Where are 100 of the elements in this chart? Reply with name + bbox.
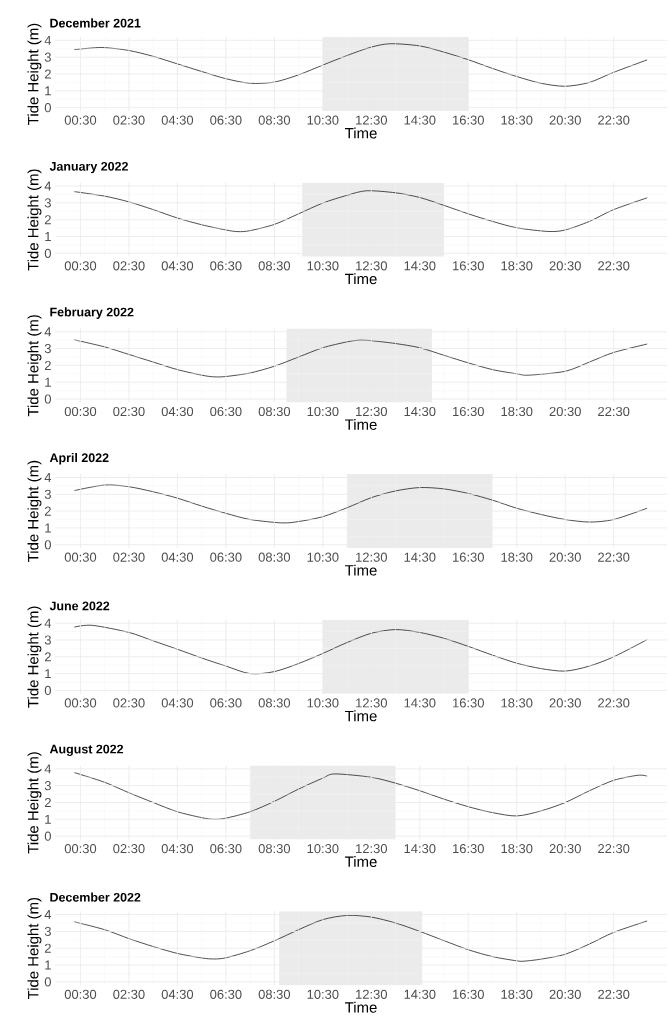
y-tick-label: 0 (44, 103, 51, 113)
x-tick-label: 14:30 (404, 844, 436, 854)
x-tick-label: 10:30 (307, 552, 339, 562)
y-tick-label: 4 (44, 910, 52, 920)
x-tick-label: 14:30 (404, 261, 436, 271)
y-tick-label: 4 (44, 327, 52, 337)
y-tick-label: 2 (44, 652, 51, 662)
x-tick-label: 06:30 (210, 989, 242, 999)
y-tick-label: 1 (45, 232, 51, 241)
x-tick-label: 22:30 (598, 261, 630, 271)
x-tick-label: 12:30 (356, 261, 388, 271)
chart-title: April 2022 (49, 452, 109, 465)
x-tick-label: 12:30 (356, 115, 388, 125)
x-tick-label: 20:30 (549, 698, 581, 708)
y-tick-label: 3 (44, 489, 51, 499)
x-tick-label: 00:30 (64, 552, 97, 562)
x-tick-label: 16:30 (453, 844, 484, 854)
y-tick-label: 1 (45, 814, 51, 824)
x-tick-label: 18:30 (501, 844, 533, 854)
x-axis-title: Time (345, 856, 377, 868)
x-tick-label: 16:30 (453, 115, 484, 125)
x-tick-label: 22:30 (598, 115, 630, 125)
y-tick-label: 1 (45, 960, 51, 970)
x-tick-label: 10:30 (307, 406, 339, 417)
x-tick-label: 20:30 (549, 115, 581, 125)
x-tick-label: 12:30 (356, 552, 388, 562)
line-series (73, 339, 648, 378)
y-tick-label: 2 (44, 943, 51, 953)
y-tick-label: 2 (44, 797, 51, 808)
x-tick-label: 02:30 (113, 406, 145, 417)
y-tick-label: 1 (45, 86, 51, 96)
x-tick-label: 08:30 (258, 115, 291, 125)
y-tick-label: 2 (44, 506, 51, 516)
x-tick-label: 02:30 (113, 261, 145, 271)
x-tick-label: 08:30 (258, 552, 291, 562)
x-tick-label: 12:30 (356, 844, 388, 854)
y-axis-title: Tide Height (m) (27, 460, 42, 562)
x-axis-title: Time (345, 564, 377, 576)
y-tick-label: 4 (44, 181, 52, 191)
x-tick-label: 14:30 (404, 989, 436, 999)
line-series (73, 624, 648, 675)
x-tick-label: 16:30 (453, 698, 484, 708)
x-tick-label: 22:30 (598, 698, 630, 708)
x-tick-label: 22:30 (598, 989, 630, 999)
chart-title: December 2021 (50, 18, 141, 28)
x-tick-label: 14:30 (404, 406, 436, 417)
x-tick-label: 18:30 (501, 698, 533, 708)
x-axis-title: Time (345, 127, 377, 139)
x-tick-label: 18:30 (501, 261, 533, 271)
chart-title: June 2022 (49, 601, 110, 611)
y-tick-label: 3 (44, 635, 51, 645)
x-tick-label: 22:30 (598, 552, 630, 562)
x-tick-label: 04:30 (161, 989, 194, 999)
x-tick-label: 04:30 (161, 261, 194, 271)
x-tick-label: 08:30 (258, 844, 291, 854)
x-tick-label: 16:30 (453, 261, 484, 271)
x-tick-label: 06:30 (210, 406, 242, 417)
x-tick-label: 04:30 (161, 406, 194, 417)
x-tick-label: 14:30 (404, 115, 436, 125)
x-tick-label: 06:30 (210, 552, 242, 562)
y-tick-label: 2 (44, 215, 51, 225)
x-tick-label: 04:30 (161, 844, 194, 854)
y-tick-label: 3 (44, 926, 51, 936)
x-tick-label: 00:30 (64, 261, 97, 271)
y-tick-label: 1 (45, 377, 51, 387)
y-tick-label: 0 (44, 685, 51, 696)
x-axis-title: Time (345, 1001, 377, 1013)
line-series (73, 190, 648, 233)
chart-title: February 2022 (50, 307, 134, 319)
x-tick-label: 08:30 (258, 406, 291, 417)
line-series (73, 772, 648, 820)
y-tick-label: 0 (44, 831, 51, 841)
x-axis-title: Time (345, 710, 377, 722)
x-tick-label: 10:30 (307, 844, 339, 854)
x-tick-label: 06:30 (210, 698, 242, 708)
x-tick-label: 00:30 (64, 406, 97, 417)
x-tick-label: 18:30 (501, 989, 533, 999)
y-tick-label: 2 (44, 69, 51, 79)
x-tick-label: 08:30 (258, 261, 291, 271)
x-tick-label: 10:30 (307, 261, 339, 271)
x-tick-label: 04:30 (161, 698, 194, 708)
x-tick-label: 02:30 (113, 844, 145, 854)
y-axis-title: Tide Height (m) (27, 897, 42, 1000)
x-tick-label: 12:30 (356, 698, 388, 708)
y-tick-label: 0 (44, 394, 51, 404)
x-axis-title: Time (345, 418, 377, 430)
x-tick-label: 22:30 (598, 844, 630, 854)
x-tick-label: 12:30 (356, 989, 388, 999)
x-tick-label: 00:30 (64, 844, 97, 854)
y-tick-label: 1 (45, 669, 51, 679)
x-tick-label: 02:30 (113, 989, 145, 999)
line-series (73, 484, 648, 524)
x-tick-label: 16:30 (453, 406, 484, 417)
x-tick-label: 02:30 (113, 552, 145, 562)
y-tick-label: 4 (44, 473, 52, 482)
y-tick-label: 3 (44, 781, 51, 791)
y-tick-label: 0 (44, 248, 51, 258)
x-tick-label: 06:30 (210, 115, 242, 125)
x-tick-label: 10:30 (307, 989, 339, 999)
x-tick-label: 06:30 (210, 261, 242, 271)
